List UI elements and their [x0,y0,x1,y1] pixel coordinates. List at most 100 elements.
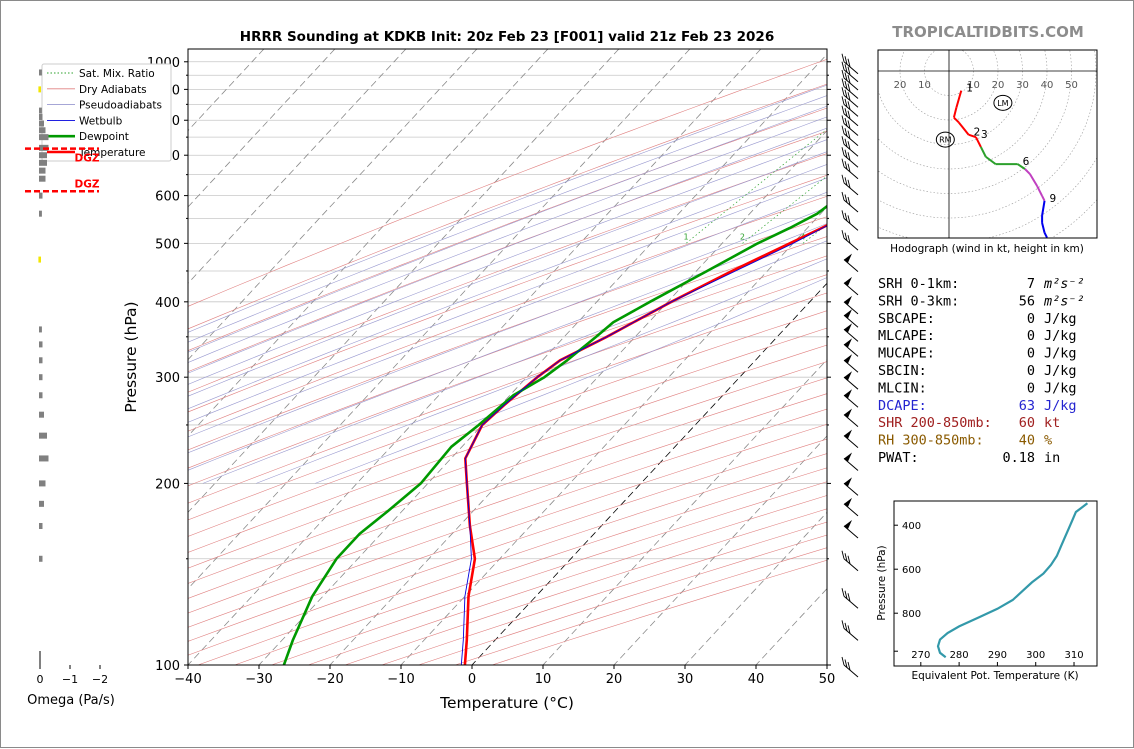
x-tick-label: 20 [606,672,623,687]
isotherm-line [330,49,903,665]
omega-bar [39,108,42,114]
hodo-trace-segment [1042,196,1044,201]
omega-bar [39,523,43,529]
wind-barb [844,483,858,495]
hodo-trace-segment [959,122,969,134]
y-tick-label: 600 [155,190,180,205]
mixing-ratio-label: 8 [865,232,870,241]
hodo-trace-segment [954,118,959,123]
y-axis-label: Pressure (hPa) [122,301,140,412]
hodo-height-label: 1 [966,83,973,95]
omega-bar [39,121,44,127]
wind-barb [844,596,858,608]
wind-barbs [842,54,858,677]
dgz-label: DGZ [75,178,100,190]
omega-tick-label: −2 [92,673,108,686]
index-label: MLCAPE: [878,328,935,344]
mixing-ratio-line [1004,49,1134,243]
hodo-ring-label: 40 [1041,80,1054,91]
omega-bar [39,374,43,380]
y-tick-label: 200 [155,477,180,492]
wind-barb-feather [842,70,844,78]
hodo-trace-segment [1037,186,1042,196]
site-watermark: TROPICALTIDBITS.COM [892,23,1084,41]
theta-e-y-tick-label: 800 [902,609,921,620]
index-label: PWAT: [878,450,919,466]
wind-barb [844,360,858,372]
omega-bar [39,168,46,174]
index-label: MUCAPE: [878,346,935,362]
omega-axis-label: Omega (Pa/s) [27,693,115,708]
x-tick-label: 0 [468,672,476,687]
dry-adiabat [51,49,1134,665]
index-unit: J/kg [1044,311,1077,327]
theta-e-plot-area [894,501,1097,666]
omega-bar [38,257,41,263]
index-unit: J/kg [1044,363,1077,379]
dry-adiabat [235,49,1134,665]
mixing-ratio-label: 1 [683,232,688,241]
wind-barb [844,218,858,230]
index-unit: J/kg [1044,380,1077,396]
index-value: 0 [1027,346,1035,362]
mixing-ratio-label: 16 [932,232,942,241]
hodo-ring-label: 20 [992,80,1005,91]
index-value: 40 [1019,433,1035,449]
wind-barb-feather [842,78,844,86]
wind-barb [844,283,858,295]
omega-bar [39,412,44,418]
wind-barb [844,302,858,314]
wind-barb [844,504,858,516]
mixing-ratio-line [1024,49,1134,243]
wind-barb [844,238,858,250]
theta-e-x-label: Equivalent Pot. Temperature (K) [911,670,1078,682]
y-tick-label: 300 [155,371,180,386]
mixing-ratio-label: 36 [1019,232,1029,241]
index-unit: % [1044,433,1052,449]
index-value: 0 [1027,363,1035,379]
isotherm-line [472,49,1045,665]
index-value: 0 [1027,380,1035,396]
pseudoadiabat [203,62,1134,484]
x-tick-label: −30 [245,672,272,687]
index-value: 0.18 [1002,450,1035,466]
wind-barb [844,628,858,640]
dgz-label: DGZ [75,153,100,165]
index-label: SBCIN: [878,363,927,379]
wind-barb [844,260,858,272]
mixing-ratio-label: 10 [885,232,895,241]
wind-barb [844,415,858,427]
isotherm-line [827,49,1134,665]
theta-e-y-tick-label: 400 [902,521,921,532]
omega-bar [39,326,42,332]
mixing-ratio-line [742,49,988,243]
mixing-ratio-line [686,49,927,243]
index-label: MLCIN: [878,380,927,396]
x-tick-label: 30 [677,672,694,687]
hodo-trace-segment [1042,223,1044,233]
index-unit: J/kg [1044,346,1077,362]
hodo-height-label: 3 [981,129,988,141]
hodo-ring-label: 30 [1016,80,1029,91]
wind-barb [844,344,858,356]
wind-barb [844,167,858,179]
index-value: 63 [1019,398,1035,414]
mixing-ratio-label: 6 [838,232,843,241]
wind-barb [844,377,858,389]
omega-bar [39,556,43,562]
index-value: 56 [1019,293,1035,309]
wind-barb [844,436,858,448]
theta-e-line [938,503,1087,657]
theta-e-x-tick-label: 300 [1026,650,1045,661]
mixing-ratio-label: 30 [999,232,1009,241]
omega-bar [39,211,42,217]
mixing-ratio-label: 2 [740,232,745,241]
index-value: 0 [1027,311,1035,327]
wind-barb-feather [842,551,844,559]
wind-barb-feather [842,87,844,95]
dry-adiabat [492,49,1134,665]
omega-bar [39,176,46,182]
wind-barb [844,183,858,195]
wind-barb [844,526,858,538]
